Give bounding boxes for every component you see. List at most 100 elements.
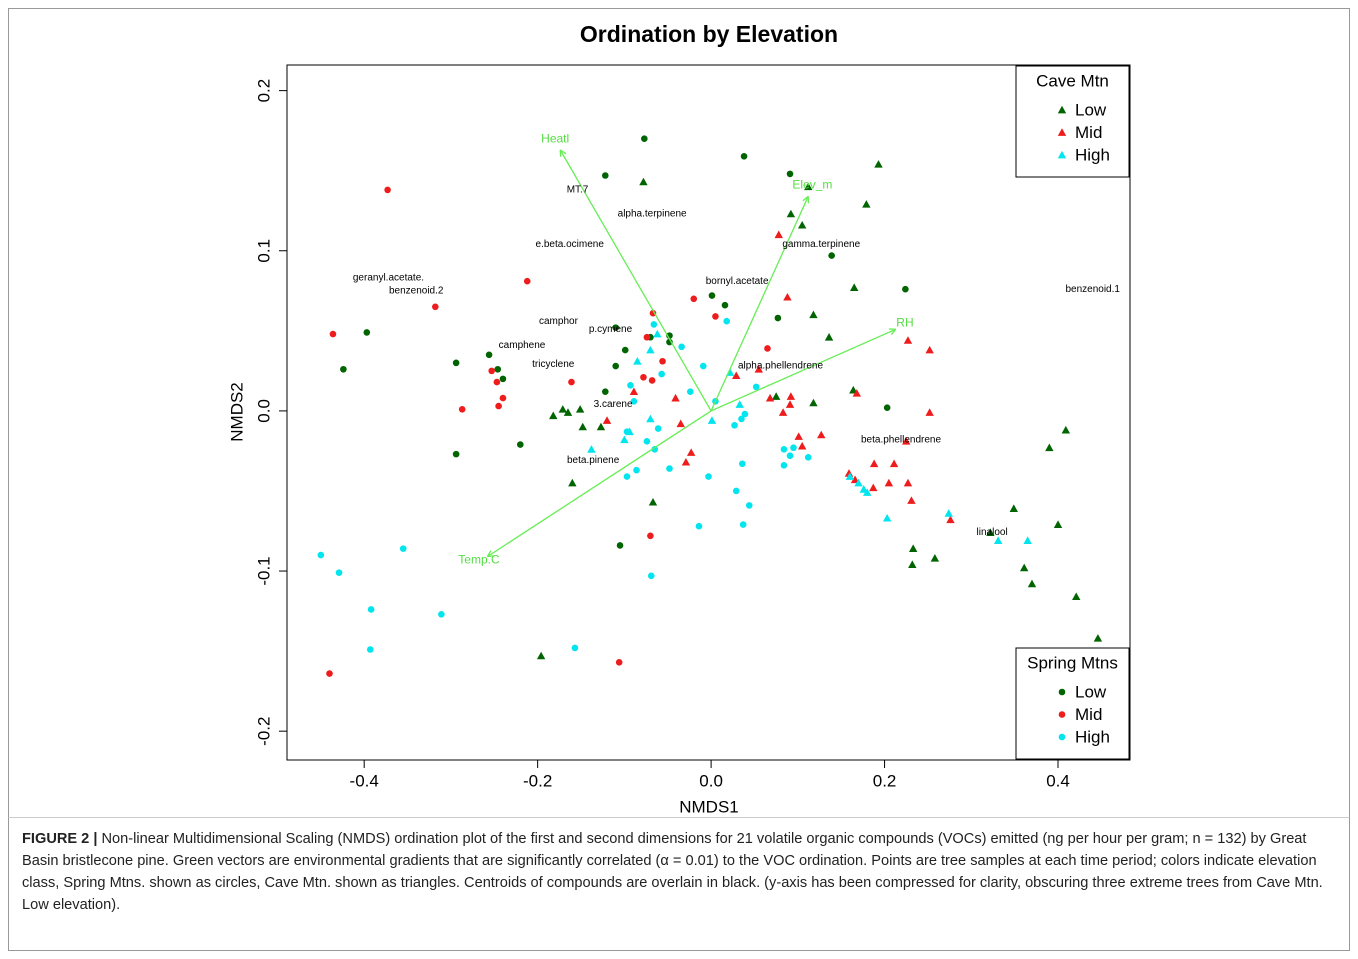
point [771, 392, 781, 400]
point [765, 393, 775, 402]
x-tick-label: 0.0 [699, 771, 723, 790]
vector [710, 196, 809, 412]
y-tick-label: -0.2 [254, 717, 273, 746]
vector-arrowhead [890, 328, 897, 335]
point [648, 377, 656, 384]
point [568, 378, 575, 386]
point [659, 357, 666, 365]
point [646, 414, 655, 423]
point [1061, 425, 1071, 434]
point [690, 295, 698, 303]
point [780, 462, 788, 469]
point [629, 387, 639, 396]
point [536, 651, 546, 660]
point [630, 397, 638, 405]
point [563, 408, 573, 416]
point [854, 478, 863, 487]
compound-label: linalool [977, 527, 1008, 538]
point [658, 370, 665, 378]
point [640, 373, 647, 381]
point [869, 459, 879, 468]
legend-swatch [1058, 688, 1066, 696]
legend-label: High [1075, 727, 1110, 746]
point [329, 330, 337, 338]
point [633, 357, 642, 365]
point [601, 388, 609, 395]
point [786, 209, 796, 218]
point [786, 452, 794, 460]
point [649, 309, 657, 317]
point [882, 513, 892, 522]
point [883, 404, 891, 411]
compound-label: tricyclene [532, 359, 575, 370]
point [499, 375, 507, 383]
point [651, 446, 659, 453]
legend-box [1015, 65, 1130, 178]
vector [486, 410, 712, 558]
point [903, 478, 913, 487]
point [986, 528, 995, 536]
compound-label: camphene [499, 340, 546, 351]
point [575, 405, 585, 413]
compound-label: benzenoid.1 [1065, 284, 1120, 295]
point [621, 346, 629, 354]
point [495, 402, 502, 410]
point [732, 371, 741, 380]
point [367, 606, 375, 613]
point [627, 381, 634, 389]
point [723, 317, 731, 325]
compound-label: MT.7 [567, 185, 589, 196]
point [615, 659, 623, 666]
point [902, 285, 909, 293]
point [666, 465, 673, 472]
point [458, 405, 466, 413]
point [686, 388, 694, 395]
point [1072, 592, 1081, 601]
point [721, 301, 729, 309]
point [666, 338, 673, 346]
x-tick-label: 0.2 [873, 771, 897, 790]
point [549, 411, 558, 420]
compound-label: e.beta.ocimene [536, 239, 605, 250]
point [1019, 563, 1029, 572]
compound-label: geranyl.acetate. [353, 273, 424, 284]
point [735, 400, 744, 408]
point [745, 502, 753, 509]
legend-swatch [1058, 711, 1066, 718]
point [1053, 520, 1063, 528]
point [786, 392, 796, 400]
legend-label: High [1075, 145, 1110, 164]
point [752, 383, 760, 391]
point [366, 646, 374, 653]
point [363, 329, 371, 336]
point [925, 345, 934, 354]
point [764, 345, 771, 352]
compound-label: 3.carene [594, 399, 633, 410]
point [741, 410, 749, 418]
point [578, 422, 587, 431]
point [647, 532, 654, 540]
point [523, 277, 531, 285]
point [601, 172, 609, 179]
point [794, 432, 803, 440]
compound-label: beta.phellendrene [861, 434, 942, 445]
x-tick-label: 0.4 [1046, 771, 1070, 790]
point [993, 536, 1003, 544]
point [1027, 579, 1037, 588]
point [678, 343, 685, 351]
point [1009, 504, 1018, 512]
point [485, 351, 493, 359]
point [335, 569, 343, 576]
point [790, 444, 797, 452]
vector-label: Temp.C [458, 552, 500, 566]
vector-label: RH [896, 315, 913, 329]
vector [559, 149, 712, 412]
point [654, 425, 662, 432]
point [587, 445, 596, 453]
compound-label: camphor [539, 316, 579, 327]
point [695, 522, 703, 530]
compound-label: p.cymene [589, 324, 633, 335]
point [641, 135, 648, 142]
point [754, 365, 764, 373]
point [493, 378, 501, 386]
